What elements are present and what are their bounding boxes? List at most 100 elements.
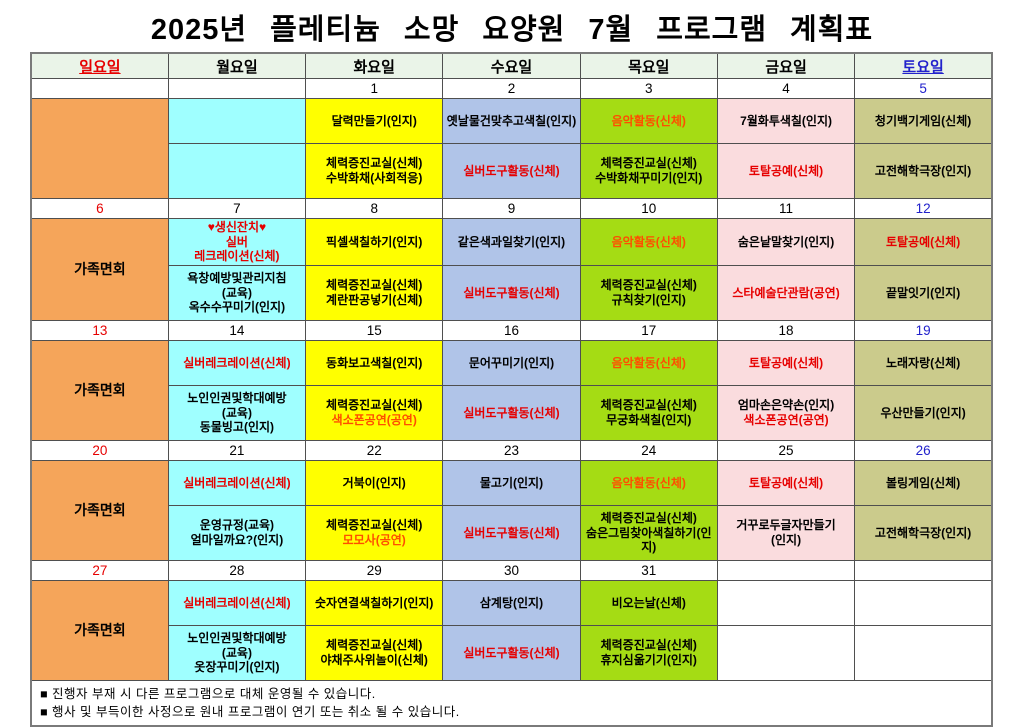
cell-w2-mon-pm: 욕창예방및관리지침 (교육) 옥수수꾸미기(인지) (167, 264, 307, 321)
day-header-tuesday: 화요일 (305, 52, 444, 79)
program-text: 실버도구활동(신체) (463, 405, 560, 420)
program-text: (교육) (221, 645, 252, 660)
program-text: 노인인권및학대예방 (187, 630, 287, 645)
cell-w1-thu-am: 음악활동(신체) (579, 98, 718, 144)
cell-w4-wed-am: 물고기(인지) (442, 459, 581, 506)
date-cell-w1-col4: 3 (579, 78, 718, 99)
day-header-wednesday: 수요일 (442, 52, 581, 79)
program-text: 동물빙고(인지) (199, 420, 275, 435)
date-cell-w3-col2: 15 (305, 319, 444, 341)
cell-w3-mon-pm: 노인인권및학대예방 (교육) 동물빙고(인지) (167, 384, 307, 441)
page-title: 2025년 플레티늄 소망 요양원 7월 프로그램 계획표 (150, 14, 874, 46)
program-text: 운영규정(교육) (199, 518, 275, 533)
program-text: 실버도구활동(신체) (463, 285, 560, 300)
program-row-week3-pm: 노인인권및학대예방 (교육) 동물빙고(인지) 체력증진교실(신체) 색소폰공연(공연)… (31, 384, 993, 441)
cell-w1-wed-am: 옛날물건맞추고색칠(인지) (442, 98, 581, 144)
program-text: 음악활동(신체) (611, 475, 686, 490)
cell-w2-thu-pm: 체력증진교실(신체) 규칙찾기(인지) (579, 264, 718, 321)
cell-w1-fri-pm: 토탈공예(신체) (716, 143, 856, 199)
program-text: 토탈공예(신체) (748, 355, 824, 370)
cell-w4-tue-pm: 체력증진교실(신체) 모모사(공연) (305, 504, 444, 561)
cell-w3-mon-am: 실버레크레이션(신체) (167, 339, 307, 386)
program-text: 고전해학극장(인지) (874, 525, 972, 540)
program-text: 야채주사위놀이(신체) (320, 652, 428, 667)
day-header-monday: 월요일 (167, 52, 307, 79)
date-cell-w1-col1 (167, 78, 307, 99)
program-text: 레크레이션(신체) (194, 249, 280, 264)
program-text: 문어꾸미기(인지) (468, 355, 555, 370)
program-text: 수박화채꾸미기(인지) (595, 171, 703, 185)
program-text: 우산만들기(인지) (880, 405, 966, 420)
program-text: 노인인권및학대예방 (187, 390, 287, 405)
program-row-week1-pm: 체력증진교실(신체) 수박화채(사회적응) 실버도구활동(신체) 체력증진교실(신체)… (31, 143, 993, 199)
cell-w4-mon-pm: 운영규정(교육) 얼마일까요?(인지) (167, 504, 307, 561)
program-row-week5-am: 가족면회 실버레크레이션(신체) 숫자연결색칠하기(인지) 삼계탕(인지) 비오는날(신… (30, 579, 993, 681)
cell-w1-wed-pm: 실버도구활동(신체) (442, 143, 581, 199)
date-cell-w2-col6: 12 (854, 198, 993, 219)
program-row-week4-am: 가족면회 실버레크레이션(신체) 거북이(인지) 물고기(인지) 음악활동(신체) 토탈공… (30, 459, 993, 561)
program-text: 거꾸로두글자만들기 (736, 518, 836, 533)
date-cell-w3-col5: 18 (716, 319, 856, 341)
program-text: 끝말잇기(인지) (885, 285, 961, 300)
cell-w1-tue-pm: 체력증진교실(신체) 수박화채(사회적응) (305, 143, 444, 199)
program-row-week5-pm: 노인인권및학대예방 (교육) 옷장꾸미기(인지) 체력증진교실(신체) 야채주사위놀이(… (31, 624, 993, 681)
date-cell-w1-col5: 4 (716, 78, 856, 99)
date-cell-w3-col4: 17 (579, 319, 718, 341)
program-text: 얼마일까요?(인지) (190, 532, 284, 547)
date-cell-w5-col5 (716, 559, 856, 581)
cell-w5-sat-am (854, 579, 993, 626)
date-cell-w3-col6: 19 (854, 319, 993, 341)
program-text: 수박화채(사회적응) (326, 171, 423, 185)
date-cell-w2-col5: 11 (716, 198, 856, 219)
cell-w1-sat-am: 청기백기게임(신체) (854, 98, 993, 144)
date-row-week2: 6 7 8 9 10 11 12 (30, 198, 993, 219)
program-text: 체력증진교실(신체) (326, 518, 423, 533)
cell-w3-tue-pm: 체력증진교실(신체) 색소폰공연(공연) (305, 384, 444, 441)
date-cell-w2-col2: 8 (305, 198, 444, 219)
cell-w5-fri-am (716, 579, 856, 626)
cell-w5-sun: 가족면회 (30, 579, 169, 681)
program-text: 토탈공예(신체) (885, 234, 961, 249)
program-text: 색소폰공연(공연) (331, 412, 417, 427)
notes-row: ■ 진행자 부재 시 다른 프로그램으로 대체 운영될 수 있습니다. ■ 행사… (30, 679, 993, 727)
cell-w3-wed-am: 문어꾸미기(인지) (442, 339, 581, 386)
date-cell-w3-col0: 13 (30, 319, 169, 341)
cell-w2-mon-am: ♥생신잔치♥ 실버 레크레이션(신체) (167, 218, 307, 266)
program-text: 실버레크레이션(신체) (183, 355, 291, 370)
date-cell-w3-col3: 16 (442, 319, 581, 341)
cell-w5-mon-pm: 노인인권및학대예방 (교육) 옷장꾸미기(인지) (167, 624, 307, 681)
program-text: 계란판공넣기(신체) (326, 292, 423, 307)
cell-w5-mon-am: 실버레크레이션(신체) (167, 579, 307, 626)
day-header-sunday: 일요일 (30, 52, 169, 79)
program-text: 음악활동(신체) (611, 355, 686, 370)
cell-w2-fri-pm: 스타예술단관람(공연) (716, 264, 856, 321)
date-cell-w5-col0: 27 (30, 559, 169, 581)
program-text: 체력증진교실(신체) (600, 278, 697, 293)
cell-w1-mon-pm (167, 143, 307, 199)
date-cell-w2-col4: 10 (579, 198, 718, 219)
date-cell-w5-col4: 31 (579, 559, 718, 581)
cell-w3-sat-am: 노래자랑(신체) (854, 339, 993, 386)
cell-w5-thu-am: 비오는날(신체) (579, 579, 718, 626)
date-cell-w1-col0 (30, 78, 169, 99)
cell-w4-thu-pm: 체력증진교실(신체) 숨은그림찾아색칠하기(인지) (579, 504, 718, 561)
note-line-2: ■ 행사 및 부득이한 사정으로 원내 프로그램이 연기 또는 취소 될 수 있… (40, 705, 460, 719)
date-cell-w5-col3: 30 (442, 559, 581, 581)
cell-w5-wed-am: 삼계탕(인지) (442, 579, 581, 626)
date-cell-w4-col6: 26 (854, 439, 993, 461)
program-text: 실버도구활동(신체) (463, 163, 560, 178)
program-text: 노래자랑(신체) (885, 355, 961, 370)
cell-w2-tue-am: 픽셀색칠하기(인지) (305, 218, 444, 266)
program-text: 숨은그림찾아색칠하기(인지) (586, 525, 712, 555)
program-text: 청기백기게임(신체) (874, 113, 972, 128)
program-text: 옷장꾸미기(인지) (194, 660, 280, 675)
cell-w1-fri-am: 7월화투색칠(인지) (716, 98, 856, 144)
program-text: 체력증진교실(신체) (326, 638, 423, 653)
date-cell-w4-col3: 23 (442, 439, 581, 461)
program-text: 토탈공예(신체) (748, 163, 824, 178)
program-text: 비오는날(신체) (611, 595, 686, 610)
program-text: 옛날물건맞추고색칠(인지) (446, 113, 577, 128)
cell-w3-fri-am: 토탈공예(신체) (716, 339, 856, 386)
program-text: 스타예술단관람(공연) (732, 285, 840, 300)
